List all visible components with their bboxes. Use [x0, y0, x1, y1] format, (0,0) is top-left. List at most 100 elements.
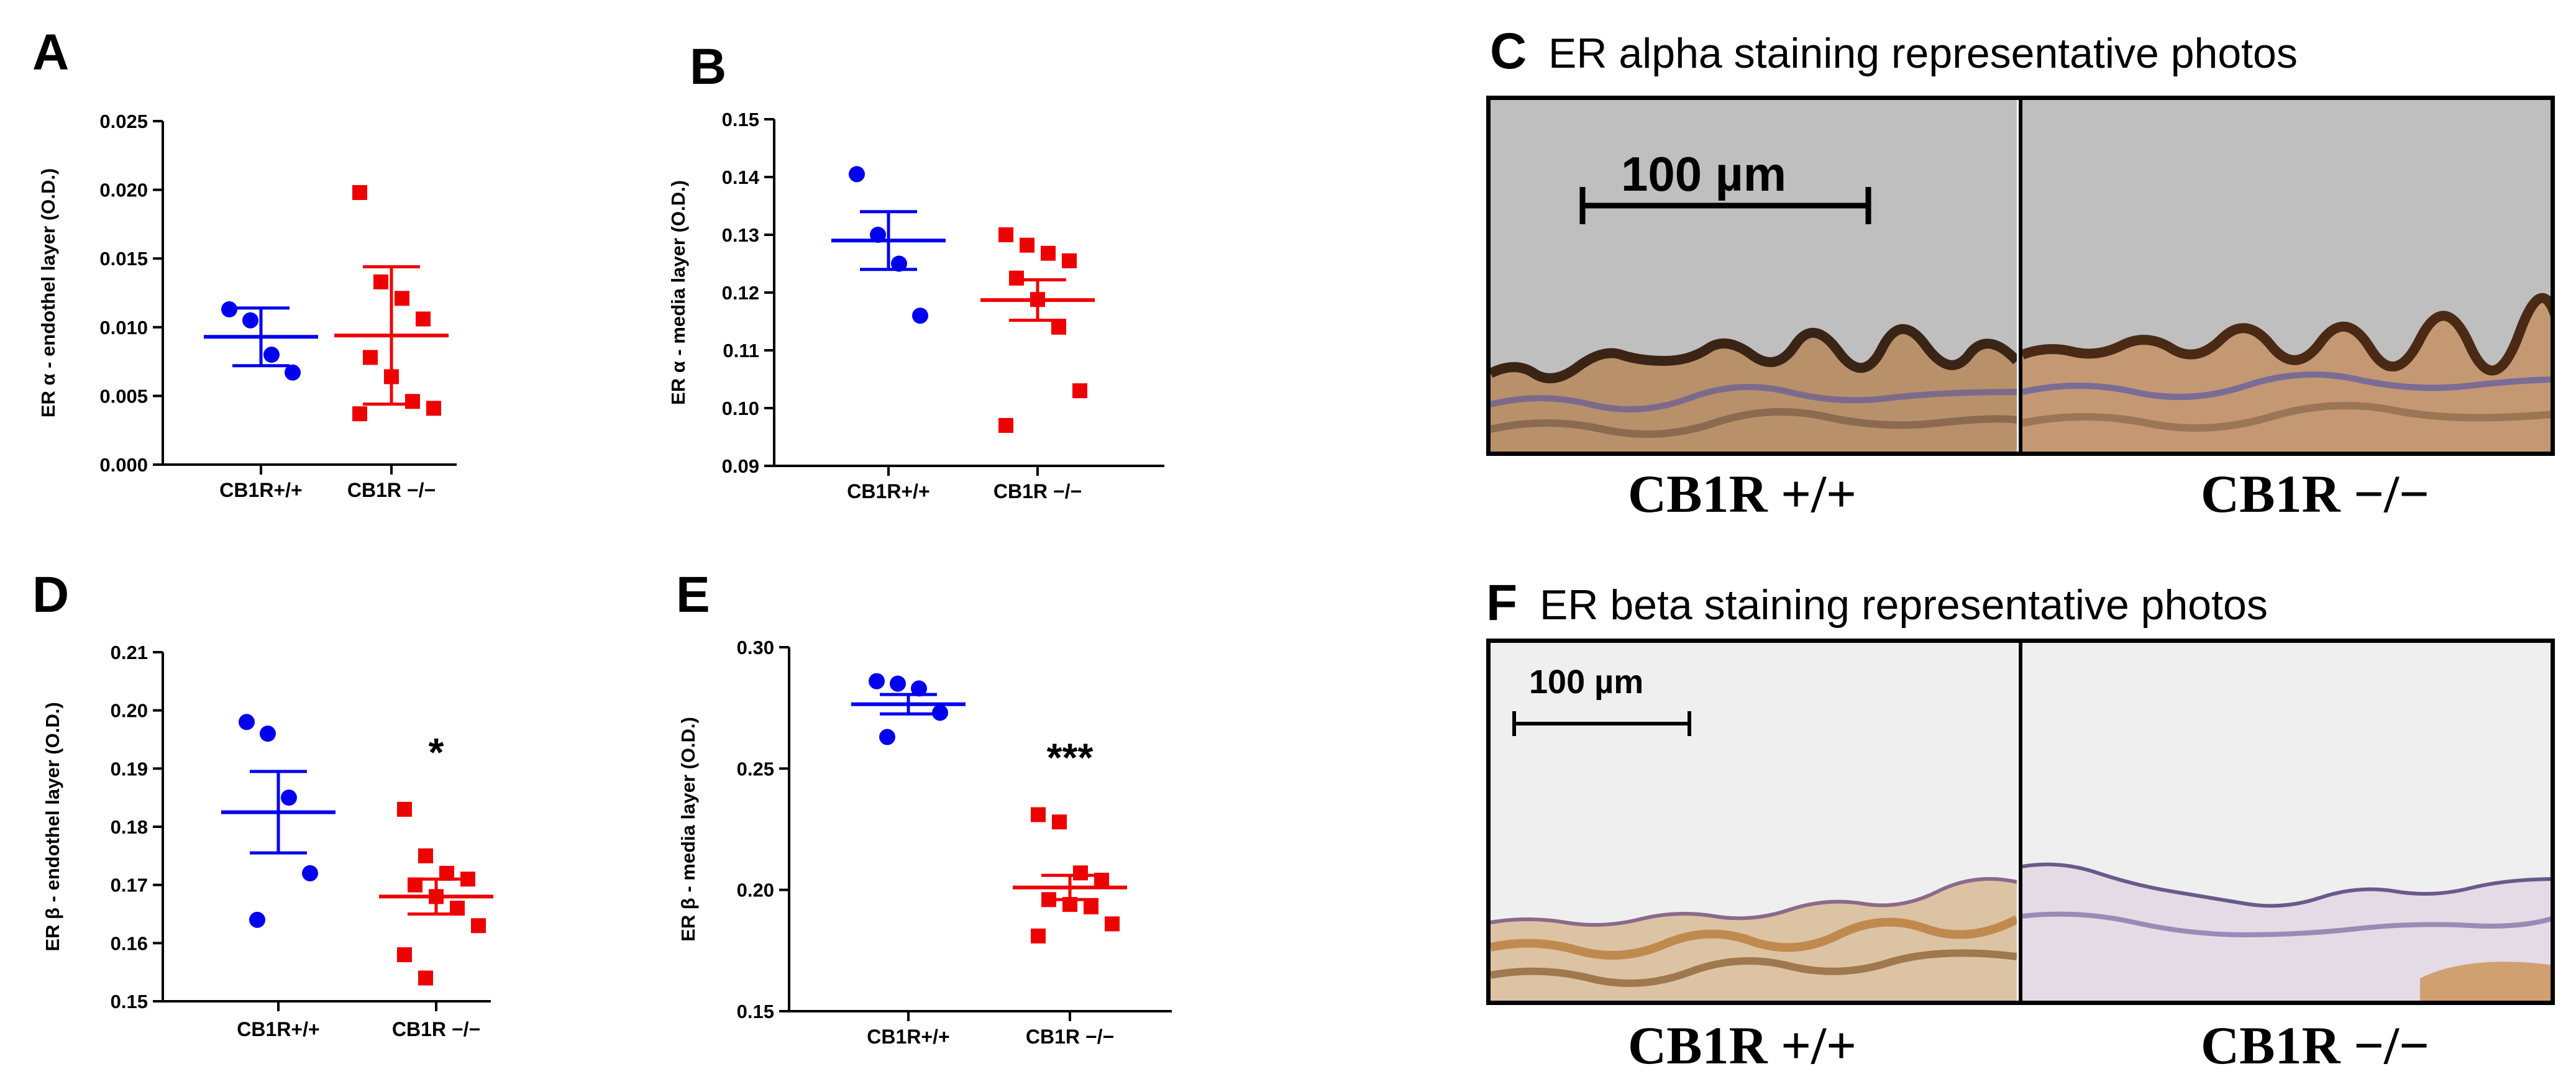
data-point [426, 401, 441, 416]
data-point [242, 312, 258, 329]
data-point [373, 274, 388, 289]
data-point [912, 307, 928, 324]
y-axis-label: ER β - media layer (O.D.) [677, 717, 699, 942]
y-tick-label: 0.15 [722, 109, 759, 130]
data-point [405, 394, 420, 409]
y-tick-label: 0.17 [111, 875, 148, 896]
data-point [1020, 237, 1035, 253]
data-point [221, 301, 237, 318]
data-point [1073, 865, 1088, 881]
y-tick-label: 0.010 [99, 317, 148, 339]
data-point [260, 725, 276, 742]
y-tick-label: 0.15 [111, 991, 148, 1012]
panel-letter-f: F [1486, 575, 1518, 631]
x-category-label: CB1R −/− [392, 1018, 480, 1040]
scalebar-label-f: 100 µm [1529, 663, 1644, 701]
data-point [471, 918, 486, 934]
y-tick-label: 0.20 [111, 700, 148, 722]
data-point [239, 714, 255, 730]
data-point [849, 166, 865, 183]
y-tick-label: 0.30 [737, 637, 774, 658]
data-point [352, 185, 367, 201]
data-point [932, 704, 948, 721]
photo-caption-f-left: CB1R +/+ [1628, 1016, 1857, 1075]
data-point [363, 350, 378, 365]
y-tick-label: 0.020 [99, 180, 148, 201]
chart-b: B 0.09 0.10 0.11 0.12 0.13 0.14 0.15 CB1R+/+ CB1R… [667, 39, 1164, 503]
photo-frame-c: 100 µm [1486, 96, 2555, 456]
y-tick-label: 0.20 [737, 880, 774, 901]
data-point [1009, 270, 1024, 286]
data-point [249, 911, 265, 928]
data-point [397, 801, 412, 817]
chart-a: A 0.000 0.005 0.010 0.015 0.020 0.025 CB1R+/+ CB… [32, 24, 457, 501]
data-point [869, 673, 885, 689]
y-tick-label: 0.25 [737, 758, 774, 780]
panel-letter: D [32, 566, 69, 623]
data-point [890, 675, 906, 692]
y-tick-label: 0.16 [111, 932, 148, 954]
x-category-label: CB1R+/+ [867, 1026, 949, 1048]
data-point [998, 227, 1013, 242]
data-point [1051, 319, 1066, 335]
y-tick-label: 0.000 [99, 454, 148, 476]
data-point [1031, 807, 1046, 822]
data-point [1072, 383, 1087, 399]
y-tick-label: 0.10 [722, 398, 759, 419]
significance-marker: * [429, 730, 444, 775]
photo-caption-c-right: CB1R −/− [2201, 464, 2429, 524]
photo-frame-f: 100 µm [1486, 639, 2555, 1005]
y-tick-label: 0.11 [723, 340, 759, 362]
data-point [879, 729, 895, 745]
panel-letter: E [676, 566, 710, 623]
data-point [263, 347, 280, 363]
scalebar-label-c: 100 µm [1621, 147, 1787, 201]
data-point [891, 255, 907, 272]
data-point [418, 970, 433, 986]
y-tick-label: 0.18 [111, 816, 148, 838]
y-axis-label: ER α - endothel layer (O.D.) [37, 168, 59, 417]
photo-caption-c-left: CB1R +/+ [1628, 464, 1857, 524]
y-tick-label: 0.12 [722, 282, 759, 304]
y-tick-label: 0.15 [737, 1001, 774, 1022]
data-point [416, 311, 431, 327]
photo-title-c: ER alpha staining representative photos [1548, 30, 2298, 77]
panel-letter-c: C [1490, 23, 1527, 80]
data-point [1105, 916, 1120, 932]
x-category-label: CB1R+/+ [219, 479, 302, 501]
chart-d: D 0.15 0.16 0.17 0.18 0.19 0.20 0.21 CB1R+/+ CB1R… [32, 566, 493, 1040]
x-category-label: CB1R+/+ [847, 480, 929, 503]
data-point [352, 406, 367, 422]
significance-marker: *** [1047, 735, 1094, 780]
data-point [281, 789, 297, 806]
y-tick-label: 0.21 [111, 642, 148, 663]
photo-title-f: ER beta staining representative photos [1540, 581, 2268, 629]
data-point [395, 291, 409, 306]
data-point [397, 947, 412, 963]
data-point [285, 364, 301, 381]
data-point [1062, 253, 1077, 268]
data-point [1041, 245, 1056, 261]
data-point [998, 417, 1013, 433]
y-tick-label: 0.14 [722, 166, 760, 188]
data-point [911, 680, 927, 697]
y-tick-label: 0.015 [99, 248, 148, 270]
x-category-label: CB1R+/+ [237, 1018, 319, 1040]
photo-left-f [1491, 643, 2017, 1001]
photo-right-f [2019, 643, 2551, 1001]
y-tick-label: 0.13 [722, 224, 759, 246]
panel-letter: A [32, 24, 69, 81]
data-point [418, 848, 433, 863]
photo-left-c [1491, 100, 2017, 452]
y-axis-label: ER β - endothel layer (O.D.) [42, 702, 63, 951]
x-category-label: CB1R −/− [1026, 1026, 1114, 1048]
y-tick-label: 0.19 [111, 758, 148, 780]
data-point [302, 865, 318, 881]
y-axis-label: ER α - media layer (O.D.) [667, 180, 689, 405]
y-tick-label: 0.005 [99, 385, 148, 407]
y-tick-label: 0.09 [722, 455, 759, 477]
x-category-label: CB1R −/− [993, 480, 1082, 503]
y-tick-label: 0.025 [99, 111, 148, 132]
chart-e: E 0.15 0.20 0.25 0.30 CB1R+/+ CB1R −/− ER β - m… [676, 566, 1172, 1048]
photo-right-c [2019, 100, 2551, 452]
